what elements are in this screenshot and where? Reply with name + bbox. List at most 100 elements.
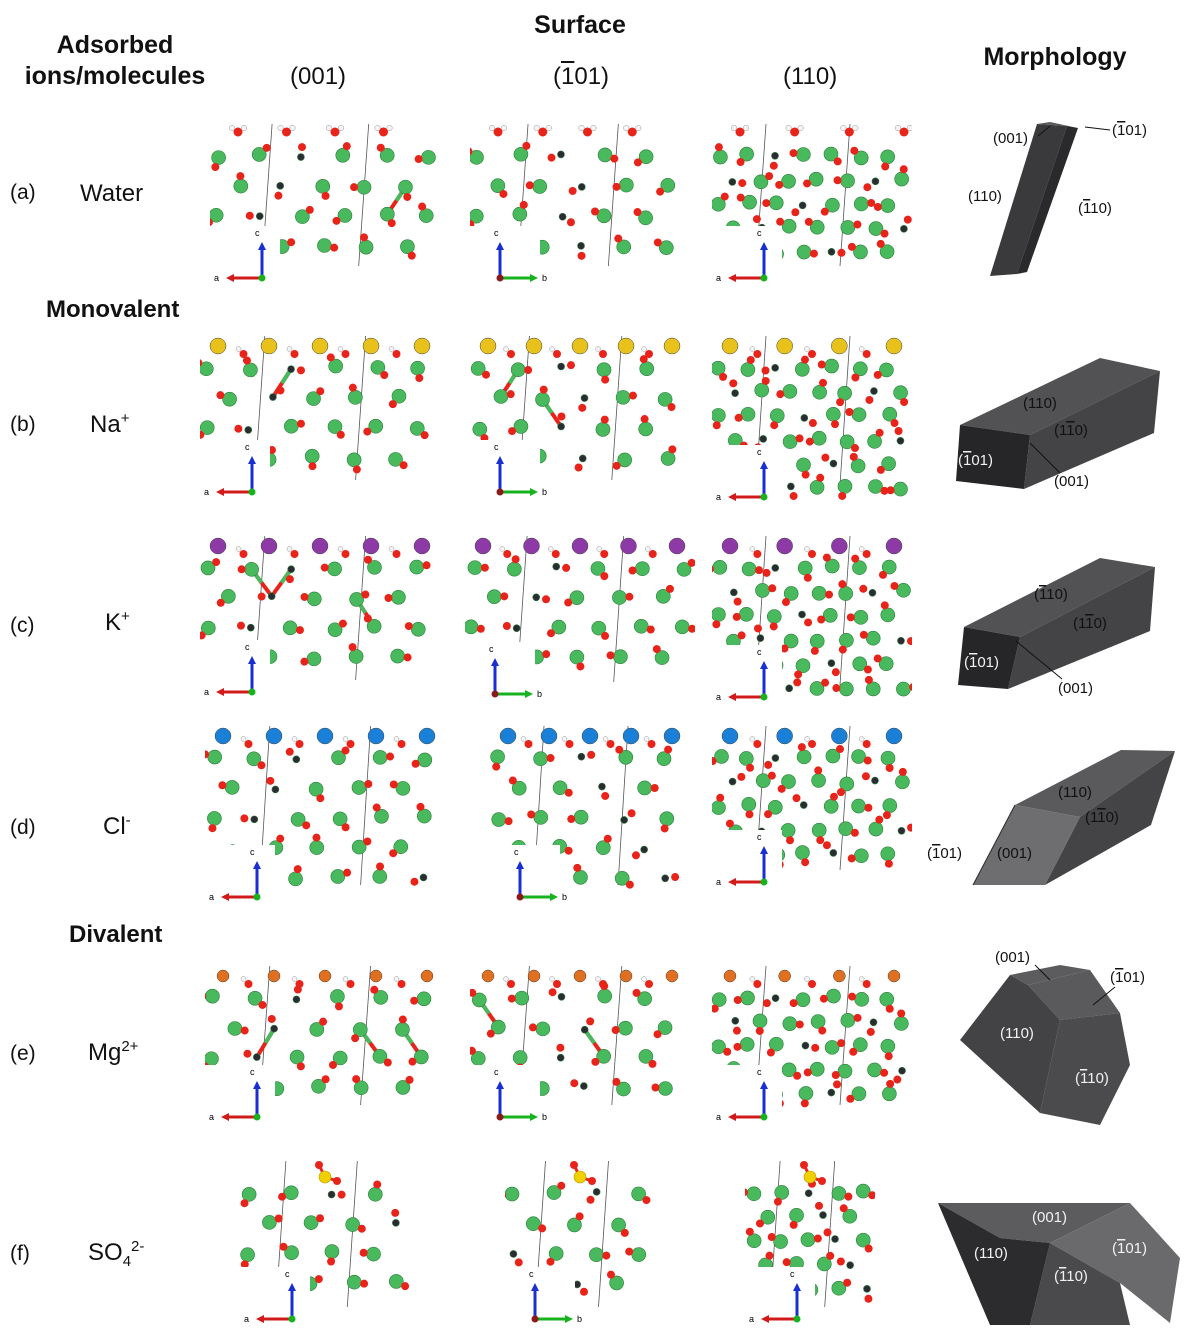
calcium-atom [795, 845, 810, 860]
oxygen-atom [640, 415, 649, 424]
oxygen-atom [777, 784, 786, 793]
water-hydrogen [602, 736, 609, 742]
oxygen-atom [337, 1190, 346, 1199]
axis-label: a [204, 687, 209, 697]
water-hydrogen [520, 736, 527, 742]
crystal-face [1037, 122, 1078, 128]
oxygen-atom [352, 1075, 361, 1084]
water-oxygen [790, 127, 800, 137]
oxygen-atom [863, 665, 872, 674]
adsorbed-ion [420, 969, 434, 983]
calcium-atom [631, 1186, 646, 1202]
calcium-atom [853, 244, 868, 260]
axis-origin [496, 488, 504, 496]
calcium-atom [317, 238, 332, 253]
axis-arrowhead [248, 456, 256, 464]
oxygen-atom [804, 618, 813, 627]
water-oxygen [244, 740, 253, 748]
calcium-atom [410, 621, 426, 637]
carbon-atom [532, 593, 541, 602]
crystal-face [1045, 751, 1175, 885]
adsorbed-ion [723, 969, 737, 983]
axis-origin [258, 274, 266, 282]
oxygen-atom [823, 1228, 832, 1237]
oxygen-atom [716, 793, 725, 802]
calcium-atom [393, 839, 409, 855]
calcium-atom [328, 358, 343, 374]
calcium-atom [372, 869, 388, 884]
surface-101-label: (101) [553, 63, 609, 91]
oxygen-atom [556, 1043, 565, 1052]
water-hydrogen [804, 976, 810, 982]
calcium-atom [309, 840, 325, 855]
water-oxygen [239, 350, 248, 358]
oxygen-atom [418, 202, 427, 211]
adsorbed-ion [413, 337, 431, 355]
axis-arrowhead [496, 1081, 504, 1089]
calcium-atom [311, 1078, 326, 1094]
calcium-atom [868, 479, 883, 494]
calcium-atom [880, 149, 895, 165]
oxygen-atom [300, 592, 309, 601]
oxygen-atom [399, 461, 408, 470]
oxygen-atom [816, 473, 825, 482]
water-hydrogen [503, 346, 509, 352]
axis-label: c [494, 1067, 499, 1077]
monovalent-section-label: Monovalent [46, 296, 180, 323]
calcium-atom [746, 1186, 762, 1202]
oxygen-atom [770, 421, 779, 430]
calcium-atom [674, 619, 690, 635]
calcium-atom [797, 560, 813, 576]
oxygen-atom [712, 565, 714, 573]
calcium-atom [618, 749, 634, 765]
adsorbed-ion [499, 727, 517, 745]
calcium-atom [769, 408, 785, 423]
oxygen-atom [601, 791, 610, 800]
calcium-atom [595, 840, 611, 856]
facet-label: (101) [927, 845, 962, 862]
oxygen-atom [736, 193, 745, 202]
surface-001-label: (001) [290, 63, 346, 91]
calcium-atom [409, 421, 425, 436]
water-hydrogen [645, 546, 651, 552]
axis-backdrop [205, 845, 275, 905]
calcium-atom [712, 560, 728, 575]
calcium-atom [380, 206, 395, 222]
calcium-atom [410, 360, 425, 376]
oxygen-atom [880, 1068, 889, 1077]
oxygen-atom [745, 1188, 749, 1197]
calcium-atom [395, 1022, 410, 1037]
oxygen-atom [723, 1047, 732, 1056]
axis-backdrop [470, 226, 540, 286]
axis-label: c [285, 1269, 290, 1279]
axis-label: b [542, 273, 547, 283]
oxygen-atom [846, 613, 855, 622]
water-oxygen [503, 550, 512, 558]
water-oxygen [290, 550, 299, 558]
cell-line [611, 335, 623, 481]
carbon-atom [900, 225, 908, 233]
calcium-atom [896, 582, 911, 598]
calcium-atom [211, 150, 226, 165]
axis-label: c [494, 228, 499, 238]
calcium-atom [879, 362, 894, 378]
oxygen-atom [815, 1201, 824, 1210]
calcium-atom [637, 991, 652, 1007]
oxygen-atom [789, 492, 798, 501]
carbon-atom [829, 849, 838, 857]
axis-backdrop [745, 1267, 815, 1327]
oxygen-atom [502, 622, 511, 631]
carbon-atom [620, 816, 628, 824]
water-hydrogen [804, 346, 810, 352]
crystal-face [956, 425, 1030, 489]
carbon-atom [863, 1285, 871, 1293]
oxygen-atom [208, 824, 217, 833]
oxygen-atom [557, 412, 566, 421]
oxygen-atom [287, 238, 296, 247]
water-oxygen [753, 550, 762, 558]
calcium-atom [573, 870, 588, 885]
axis-label: c [245, 642, 250, 652]
water-hydrogen [635, 124, 642, 132]
